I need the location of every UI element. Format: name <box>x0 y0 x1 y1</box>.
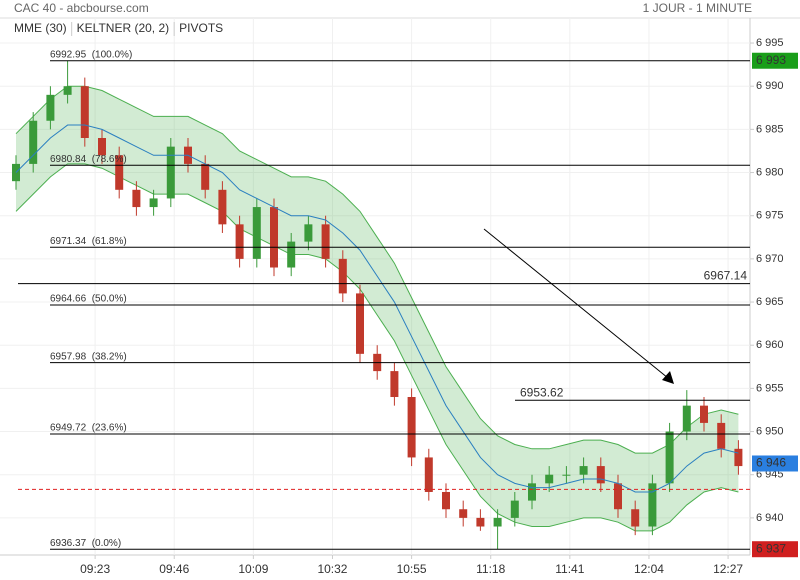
x-tick-label: 10:55 <box>397 562 427 576</box>
candle-body <box>700 405 708 423</box>
candle-body <box>29 120 38 164</box>
candle-body <box>63 86 72 95</box>
candle-body <box>304 224 313 242</box>
pivot-label: 6967.14 <box>704 269 748 283</box>
candle-body <box>528 483 536 501</box>
x-tick-label: 12:04 <box>634 562 664 576</box>
candle-body <box>252 207 261 259</box>
y-tick-label: 6 990 <box>756 80 784 92</box>
candle-body <box>614 483 622 510</box>
candle-body <box>424 457 433 492</box>
trend-arrow <box>483 228 669 379</box>
candle-body <box>338 258 347 294</box>
price-tag-label: 6 993 <box>756 53 786 67</box>
candle-body <box>596 466 605 484</box>
price-tag <box>752 541 798 558</box>
candle-body <box>631 509 640 527</box>
fib-label: 6980.84 (78.6%) <box>50 154 127 165</box>
y-tick-label: 6 975 <box>756 210 784 222</box>
candle-body <box>665 431 674 484</box>
candle-body <box>442 491 450 510</box>
candle-body <box>356 293 364 354</box>
candle-body <box>201 163 210 190</box>
y-tick-label: 6 950 <box>756 425 784 437</box>
candle-body <box>510 500 519 518</box>
candle-body <box>46 94 55 121</box>
x-tick-label: 11:18 <box>476 562 505 576</box>
legend-entry: MME (30) <box>14 21 67 35</box>
y-tick-label: 6 970 <box>756 253 784 265</box>
candle-body <box>115 155 124 190</box>
candle-body <box>545 474 554 484</box>
x-tick-label: 11:41 <box>555 562 584 576</box>
fib-label: 6992.95 (100.0%) <box>50 49 132 60</box>
candle-body <box>166 146 175 199</box>
price-tag-label: 6 937 <box>756 541 786 555</box>
candle-body <box>321 224 330 259</box>
candle-body <box>459 509 468 518</box>
arrow-head <box>662 371 674 384</box>
x-tick-label: 12:27 <box>713 562 743 576</box>
y-tick-label: 6 960 <box>756 339 784 351</box>
y-tick-label: 6 940 <box>756 512 784 524</box>
candle-body <box>407 397 416 458</box>
fib-label: 6957.98 (38.2%) <box>50 351 127 362</box>
chart-title: CAC 40 - abcbourse.com <box>14 1 149 15</box>
overlay: 6 940 6 945 6 950 6 955 6 960 6 965 6 970 6 975… <box>18 37 798 576</box>
price-tag <box>752 52 798 69</box>
fib-label: 6964.66 (50.0%) <box>50 294 127 305</box>
candle-body <box>235 224 244 259</box>
y-tick-label: 6 985 <box>756 123 784 135</box>
candle-body <box>493 517 502 527</box>
candle-body <box>98 138 106 156</box>
x-tick-label: 09:46 <box>159 562 189 576</box>
candle-body <box>218 189 227 225</box>
mme-line <box>15 124 739 493</box>
y-tick-label: 6 965 <box>756 296 784 308</box>
fib-label: 6971.34 (61.8%) <box>50 236 127 247</box>
candle-body <box>562 474 571 476</box>
price-tag <box>752 455 798 472</box>
period: 1 JOUR - 1 MINUTE <box>643 1 752 15</box>
legend-entry: KELTNER (20, 2) <box>77 21 169 35</box>
candle-body <box>579 466 588 475</box>
fib-label: 6949.72 (23.6%) <box>50 423 127 434</box>
candle-body <box>390 371 399 398</box>
pivot-label: 6953.62 <box>520 385 564 399</box>
candle-body <box>717 422 726 449</box>
y-tick-label: 6 945 <box>756 469 784 481</box>
fib-label: 6936.37 (0.0%) <box>50 538 121 549</box>
keltner-upper <box>15 85 739 454</box>
candle-body <box>734 448 743 467</box>
candle-body <box>476 517 485 527</box>
candle-body <box>149 198 158 208</box>
x-tick-label: 09:23 <box>80 562 110 576</box>
x-tick-label: 10:09 <box>238 562 268 576</box>
keltner-band <box>16 86 739 531</box>
candle-body <box>132 189 141 208</box>
y-tick-label: 6 955 <box>756 382 784 394</box>
candle-body <box>648 483 657 527</box>
candle-body <box>80 86 89 139</box>
candle-body <box>270 207 278 268</box>
candle-body <box>287 241 296 268</box>
y-tick-label: 6 980 <box>756 166 784 178</box>
x-tick-label: 10:32 <box>317 562 347 576</box>
plot <box>12 60 743 550</box>
y-tick-label: 6 995 <box>756 37 784 49</box>
price-tag-label: 6 946 <box>756 456 786 470</box>
candle-body <box>682 405 691 432</box>
legend-entry: PIVOTS <box>179 21 223 35</box>
